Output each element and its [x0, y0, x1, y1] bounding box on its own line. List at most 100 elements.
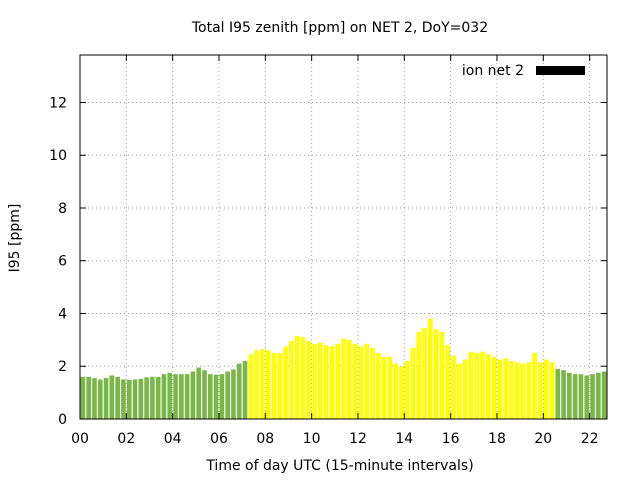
- bar: [138, 378, 144, 419]
- bar: [300, 337, 306, 419]
- bar: [341, 338, 346, 419]
- bar: [236, 363, 242, 419]
- bar: [497, 359, 503, 419]
- bar: [480, 351, 485, 419]
- bar: [445, 345, 451, 419]
- bar: [248, 354, 254, 419]
- bar: [179, 374, 184, 419]
- y-tick-label: 12: [49, 95, 67, 111]
- bar: [567, 372, 572, 419]
- x-tick-label: 12: [349, 431, 367, 447]
- bar: [144, 377, 149, 419]
- y-axis-label: I95 [ppm]: [7, 204, 23, 273]
- bar: [572, 374, 578, 419]
- bar: [532, 353, 537, 419]
- bar: [335, 343, 341, 419]
- bar: [161, 374, 167, 419]
- bar: [190, 371, 196, 419]
- bar: [80, 376, 86, 419]
- bar: [549, 362, 555, 419]
- bar: [358, 346, 364, 419]
- bar: [451, 355, 456, 419]
- y-tick-label: 8: [58, 201, 67, 217]
- bar: [509, 360, 514, 419]
- bar: [538, 362, 543, 419]
- bars: [80, 318, 607, 419]
- bar: [428, 318, 433, 419]
- bar: [109, 375, 115, 419]
- bar: [132, 379, 138, 419]
- x-tick-label: 20: [534, 431, 552, 447]
- bar: [92, 378, 97, 419]
- legend-swatch: [536, 66, 585, 75]
- bar: [439, 331, 445, 419]
- bar: [103, 378, 109, 419]
- bar: [393, 363, 398, 419]
- x-tick-label: 18: [488, 431, 506, 447]
- bar: [590, 374, 595, 419]
- y-tick-label: 6: [58, 254, 67, 270]
- bar: [294, 335, 300, 419]
- y-tick-label: 4: [58, 306, 67, 322]
- bar: [601, 371, 607, 419]
- bar: [329, 346, 335, 419]
- chart-title: Total I95 zenith [ppm] on NET 2, DoY=032: [191, 20, 488, 36]
- x-tick-label: 00: [71, 431, 89, 447]
- bar: [277, 353, 283, 419]
- bar: [457, 363, 462, 419]
- bar: [283, 346, 288, 419]
- x-tick-label: 06: [210, 431, 228, 447]
- bar: [555, 368, 561, 419]
- bar: [115, 376, 120, 419]
- bar: [219, 374, 225, 419]
- bar: [514, 362, 520, 419]
- bar: [404, 360, 410, 419]
- bar: [416, 331, 422, 419]
- bar: [155, 376, 161, 419]
- bar: [399, 366, 404, 419]
- bar: [381, 357, 387, 419]
- plot-frame: [79, 54, 608, 420]
- bar: [422, 328, 427, 419]
- bar: [126, 379, 132, 419]
- bar: [323, 345, 329, 419]
- x-tick-label: 08: [256, 431, 274, 447]
- bar: [121, 379, 126, 419]
- bar: [370, 347, 375, 419]
- bar: [306, 341, 312, 419]
- bar: [184, 374, 190, 419]
- bar: [520, 363, 526, 419]
- bar: [213, 374, 219, 419]
- bar: [462, 359, 468, 419]
- bar: [352, 343, 358, 419]
- bar: [97, 379, 103, 419]
- x-tick-label: 04: [164, 431, 182, 447]
- bar: [254, 350, 259, 419]
- bar: [318, 342, 323, 419]
- bar: [375, 353, 381, 419]
- y-tick-label: 10: [49, 148, 67, 164]
- bar: [584, 375, 590, 419]
- bar: [474, 353, 480, 419]
- bar: [526, 362, 532, 419]
- bar: [225, 371, 230, 419]
- legend: ion net 2: [462, 63, 585, 79]
- x-tick-label: 02: [117, 431, 135, 447]
- bar: [543, 359, 549, 419]
- bar: [207, 374, 213, 419]
- bar: [346, 339, 352, 419]
- bar: [202, 370, 207, 419]
- y-tick-label: 2: [58, 359, 67, 375]
- bar: [86, 376, 92, 419]
- x-tick-label: 22: [581, 431, 599, 447]
- y-tick-label: 0: [58, 412, 67, 428]
- bar: [433, 329, 439, 419]
- bar: [561, 370, 566, 419]
- bar: [387, 357, 393, 419]
- bar: [231, 369, 236, 419]
- bar: [410, 347, 416, 419]
- bar: [312, 343, 317, 419]
- bar: [503, 358, 508, 419]
